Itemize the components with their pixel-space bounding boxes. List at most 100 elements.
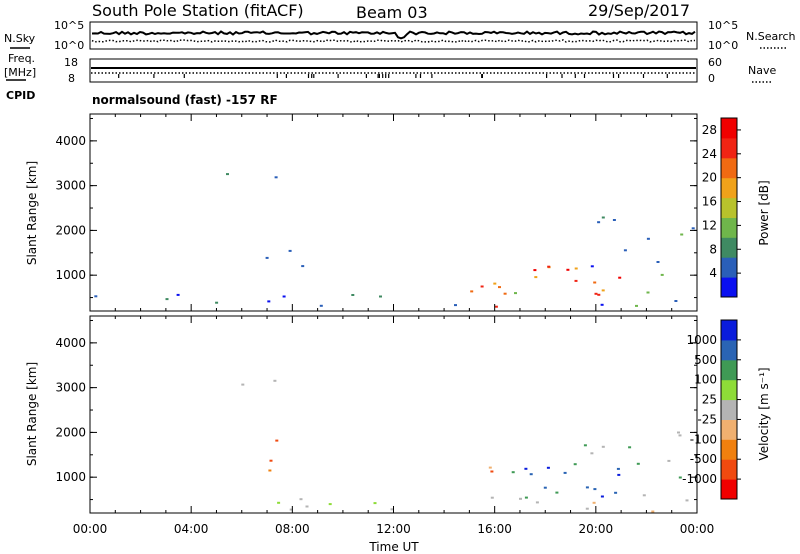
data-cell — [543, 486, 547, 489]
power-ylabel: Slant Range [km] — [25, 161, 39, 265]
data-cell — [617, 473, 621, 476]
colorbar-tick-label: -100 — [690, 432, 717, 446]
nave-label: Nave — [748, 64, 776, 77]
data-cell — [678, 476, 682, 479]
data-cell — [273, 379, 277, 382]
colorbar-frame — [720, 117, 738, 298]
y-tick-label: 4000 — [55, 134, 86, 148]
data-cell — [593, 281, 597, 284]
data-cell — [600, 303, 604, 306]
data-cell — [176, 293, 180, 296]
colorbars: 4 8 12 16 20 24 28 1000 500 100 25 -25 -100 -500 -1000 — [682, 117, 741, 500]
colorbar-segment — [721, 157, 737, 179]
data-cell — [277, 501, 281, 504]
y-tick-label: 1000 — [55, 470, 86, 484]
data-cell — [494, 305, 498, 308]
data-cell — [275, 439, 279, 442]
data-cell — [667, 459, 671, 462]
colorbar-tick-label: 8 — [709, 242, 717, 256]
data-cell — [534, 276, 538, 279]
data-cell — [628, 446, 632, 449]
data-cell — [691, 227, 695, 230]
data-cell — [601, 445, 605, 448]
colorbar-segment — [721, 379, 737, 401]
data-cell — [601, 216, 605, 219]
data-cell — [282, 295, 286, 298]
y-tick-label: 3000 — [55, 179, 86, 193]
data-cell — [454, 304, 457, 307]
cpid-text: normalsound (fast) -157 RF — [92, 93, 278, 107]
data-cell — [215, 301, 219, 304]
date-label: 29/Sep/2017 — [588, 1, 690, 20]
nave-tick-top: 60 — [708, 56, 722, 69]
data-cell — [592, 501, 596, 504]
data-cell — [373, 502, 377, 505]
colorbar-segment — [721, 237, 737, 258]
data-cell — [470, 290, 474, 293]
data-cell — [616, 467, 620, 470]
colorbar-tick-label: 12 — [702, 218, 717, 232]
nave-dips — [118, 74, 668, 78]
nsky-line — [91, 30, 696, 40]
data-cell — [351, 294, 355, 296]
data-cell — [305, 505, 309, 508]
colorbar-segment — [721, 320, 737, 341]
data-cell — [590, 265, 594, 268]
colorbar-segment — [721, 399, 737, 420]
data-cell — [299, 498, 303, 501]
data-cell — [268, 469, 272, 472]
data-cell — [555, 491, 559, 494]
data-cell — [514, 292, 517, 295]
data-cell — [651, 510, 655, 513]
data-cell — [265, 256, 269, 259]
colorbar-segment — [721, 177, 737, 199]
freq-tick-bottom: 8 — [68, 72, 75, 85]
colorbar-tick-label: 500 — [694, 353, 717, 367]
data-cell — [498, 286, 501, 289]
colorbar-segment — [721, 137, 737, 159]
nsky-label: N.Sky — [4, 32, 36, 45]
data-cell — [533, 269, 537, 272]
freq-label-line2: [MHz] — [4, 66, 36, 79]
data-cell — [390, 508, 394, 511]
data-cell — [590, 452, 594, 455]
power-panel: 1000 2000 3000 4000 — [55, 113, 698, 312]
data-cell — [593, 488, 597, 491]
data-cell — [600, 495, 604, 498]
panel-frame — [89, 113, 698, 312]
x-tick-label: 12:00 — [376, 522, 411, 536]
data-cell — [646, 291, 650, 294]
colorbar-tick-label: 16 — [702, 195, 717, 209]
noise-tick-right-top: 10^5 — [708, 19, 738, 32]
x-axis-label: Time UT — [368, 540, 419, 554]
data-cell — [583, 444, 587, 447]
data-cell — [685, 499, 689, 502]
station-title: South Pole Station (fitACF) — [92, 1, 304, 20]
data-cell — [547, 265, 551, 268]
y-tick-label: 3000 — [55, 381, 86, 395]
y-tick-label: 2000 — [55, 223, 86, 237]
colorbar-segment — [721, 277, 737, 298]
freq-tick-top: 18 — [64, 56, 78, 69]
data-cell — [563, 471, 567, 474]
data-cell — [656, 261, 660, 263]
colorbar-tick-label: -1000 — [682, 472, 717, 486]
data-cell — [566, 268, 570, 271]
data-cell — [614, 491, 618, 494]
colorbar-segment — [721, 439, 737, 460]
data-cell — [301, 265, 305, 268]
data-cell — [289, 508, 293, 511]
colorbar-tick-label: 20 — [702, 171, 717, 185]
data-cell — [574, 279, 578, 282]
data-cell — [524, 496, 528, 499]
y-tick-label: 1000 — [55, 268, 86, 282]
data-cell — [585, 486, 589, 489]
data-cell — [597, 293, 601, 296]
beam-label: Beam 03 — [356, 3, 428, 22]
data-cell — [493, 282, 497, 285]
data-cell — [642, 494, 646, 497]
velocity-panel: 1000 2000 3000 4000 00:00 04:00 08:00 12:00 16:0… — [55, 315, 714, 536]
data-cell — [488, 466, 492, 469]
colorbar-segment — [721, 359, 737, 381]
data-cell — [594, 292, 598, 295]
